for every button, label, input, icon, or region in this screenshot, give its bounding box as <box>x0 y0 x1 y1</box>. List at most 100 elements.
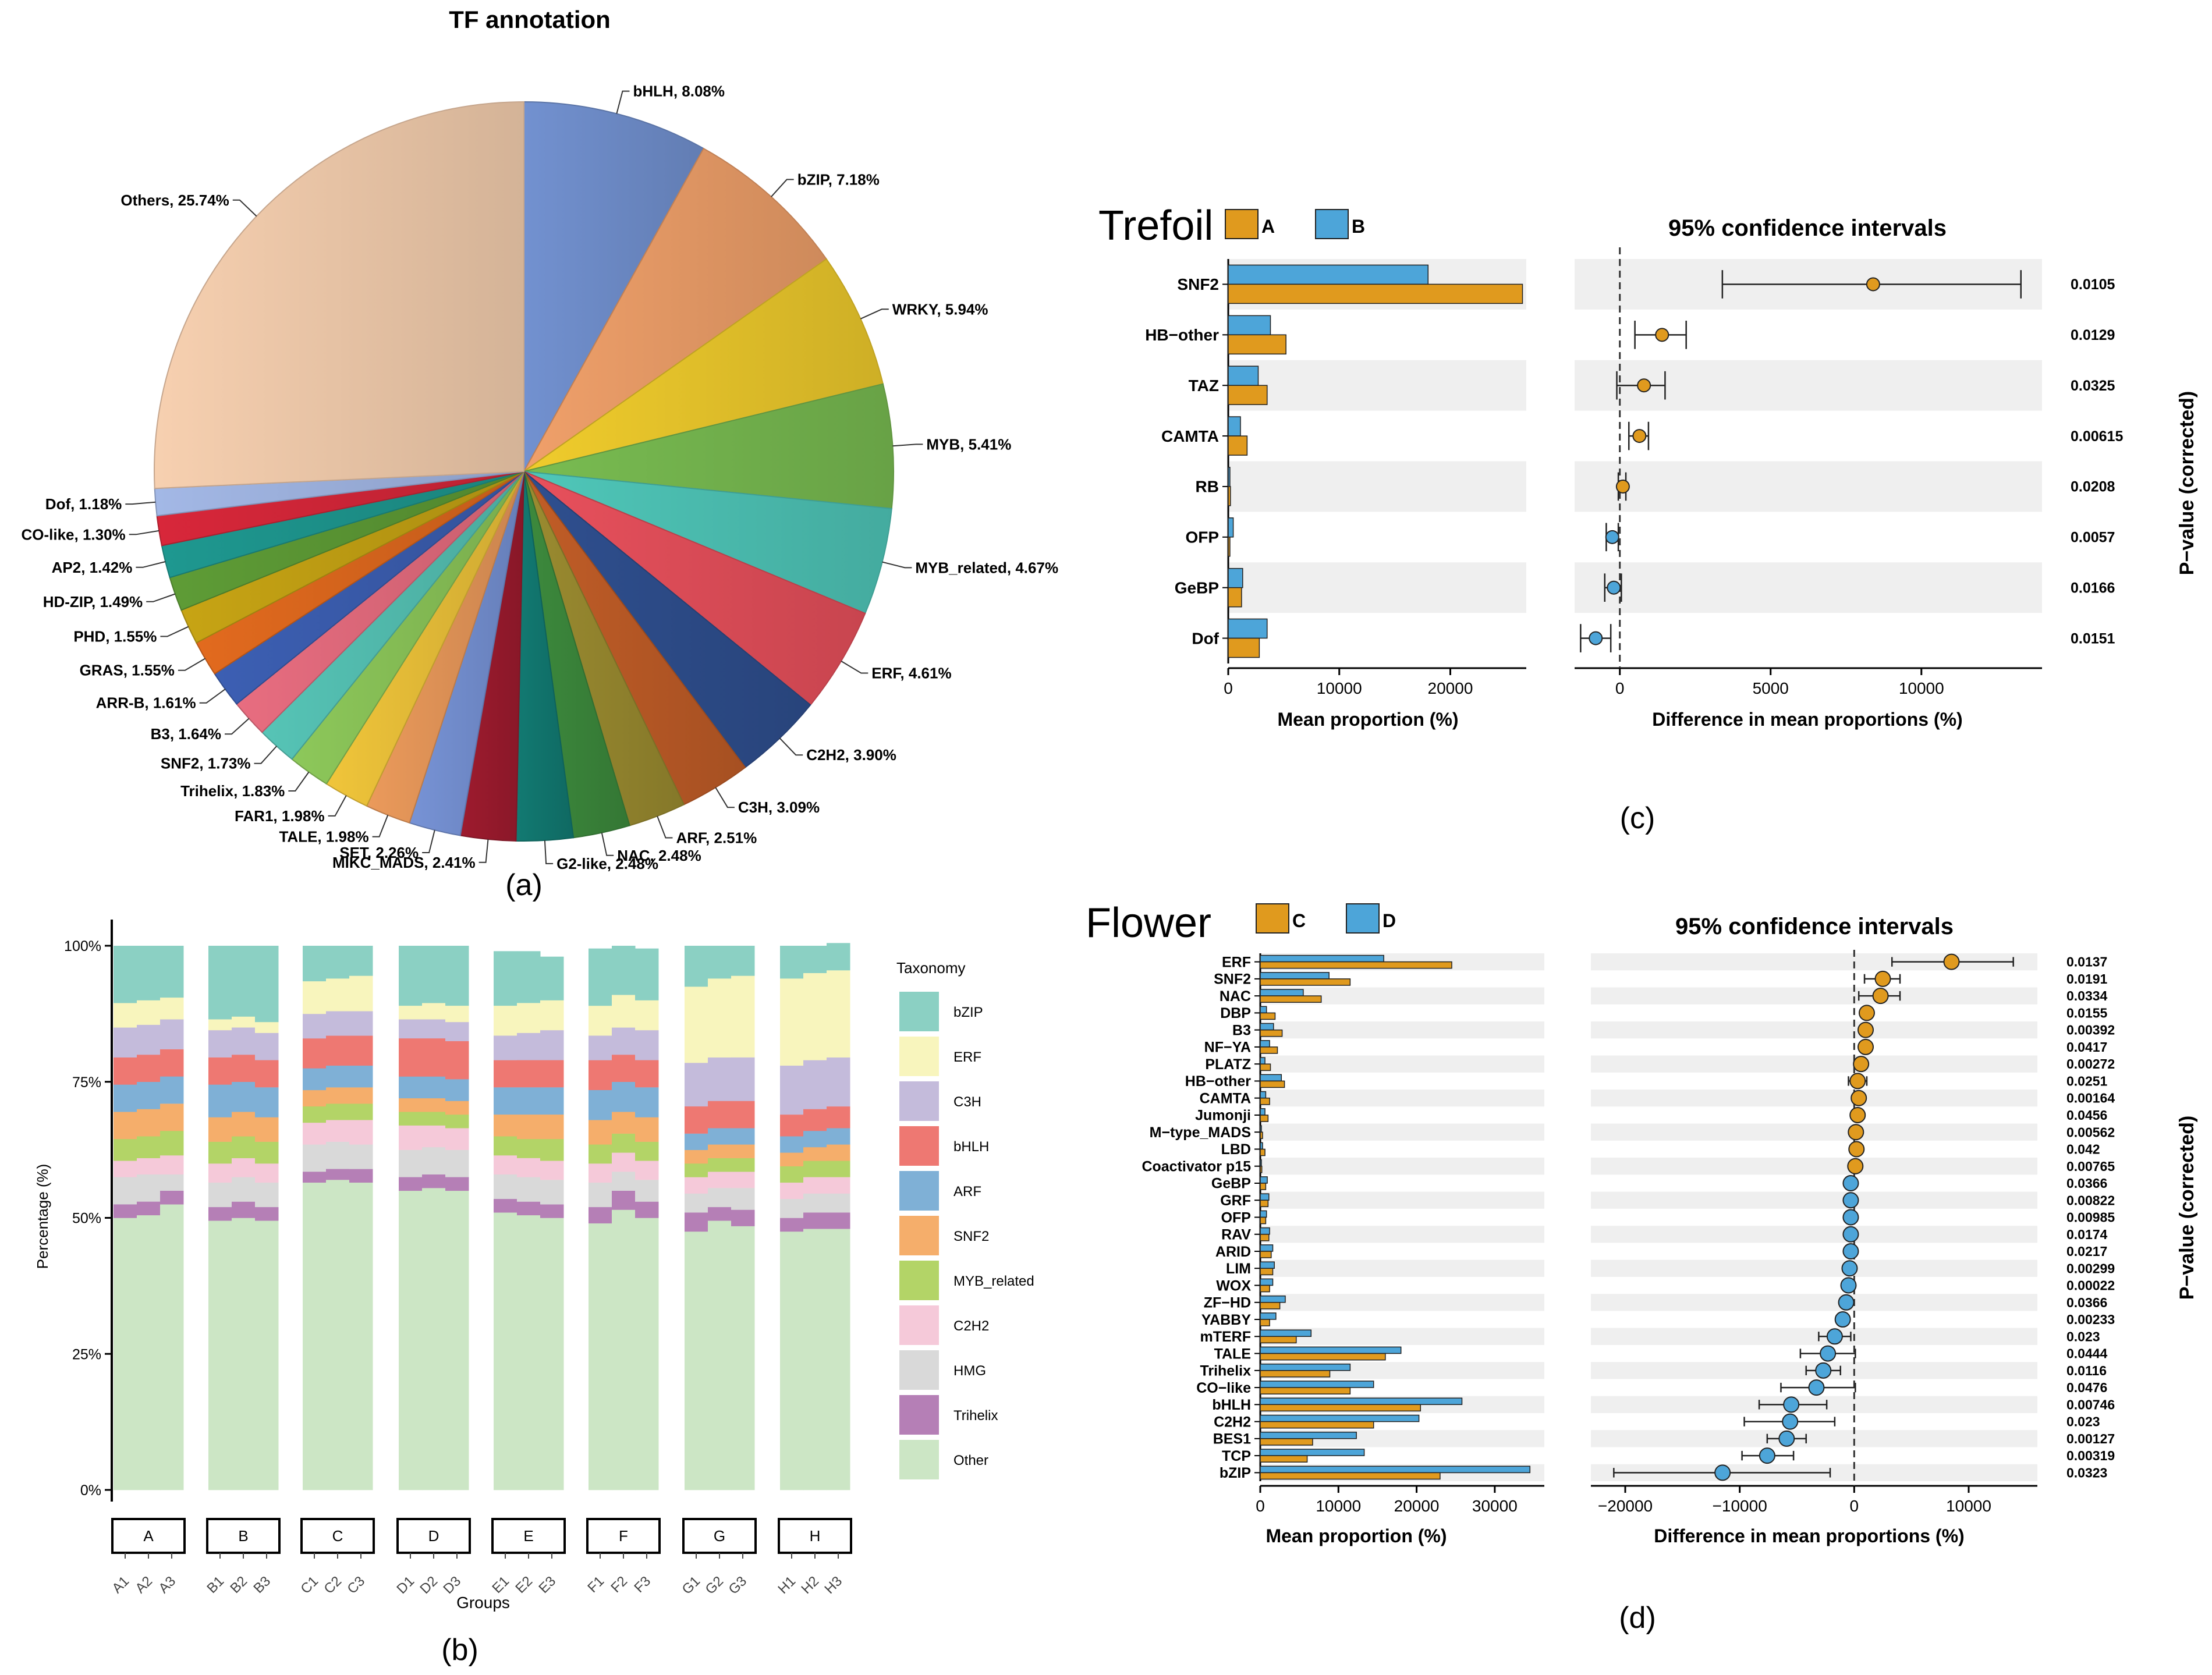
pie-leader-line <box>616 90 630 114</box>
bar-c-erf <box>1260 961 1452 969</box>
bar-c-yabby <box>1260 1319 1270 1326</box>
diff-point-platz <box>1853 1056 1870 1073</box>
feature-label-m-type-mads: M−type_MADS <box>1150 1124 1251 1141</box>
panel-a-label: (a) <box>505 868 543 902</box>
segment-trihelix-e1 <box>494 1198 517 1213</box>
legend-label-c2h2: C2H2 <box>953 1318 989 1334</box>
diff-point-c2h2 <box>1782 1413 1799 1430</box>
segment-other-e2 <box>517 1215 541 1491</box>
bar-d-nac <box>1260 989 1304 996</box>
feature-label-co-like: CO−like <box>1196 1380 1251 1396</box>
pvalue-snf2: 0.0191 <box>2066 971 2108 986</box>
row-stripe-left <box>1260 1226 1544 1243</box>
pie-label-g2-like: G2-like, 2.48% <box>556 855 658 872</box>
segment-hmg-c2 <box>326 1141 350 1169</box>
pie-leader-line <box>882 561 912 569</box>
left-x-tick-label: 0 <box>1256 1497 1265 1515</box>
segment-snf2-a2 <box>137 1109 161 1137</box>
pie-label-dof: Dof, 1.18% <box>45 495 122 513</box>
segment-trihelix-h2 <box>803 1212 827 1229</box>
segment-other-c3 <box>349 1182 373 1491</box>
segment-c3h-e2 <box>517 1032 541 1060</box>
segment-hmg-b1 <box>208 1182 232 1208</box>
diff-point-snf2 <box>1866 277 1880 292</box>
segment-trihelix-b1 <box>208 1206 232 1221</box>
segment-snf2-c1 <box>303 1090 327 1107</box>
bar-d-trihelix <box>1260 1363 1351 1371</box>
segment-myb-related-h3 <box>827 1161 850 1177</box>
segment-c3h-c2 <box>326 1011 350 1036</box>
diff-point-ofp <box>1605 530 1619 544</box>
segment-bzip-c3 <box>349 946 373 976</box>
segment-trihelix-c2 <box>326 1169 350 1180</box>
pvalue-tcp: 0.00319 <box>2066 1448 2115 1463</box>
feature-label-nf-ya: NF−YA <box>1204 1039 1251 1056</box>
segment-arf-c2 <box>326 1065 350 1088</box>
pie-label-others: Others, 25.74% <box>120 191 229 209</box>
right-x-tick-label: 10000 <box>1946 1497 1991 1515</box>
segment-arf-h1 <box>780 1136 804 1153</box>
diff-point-gebp <box>1607 580 1621 595</box>
feature-label-bes1: BES1 <box>1213 1431 1251 1447</box>
right-x-tick-label: 5000 <box>1753 679 1789 697</box>
right-x-tick-label: −10000 <box>1713 1497 1767 1515</box>
segment-erf-g1 <box>685 986 708 1063</box>
segment-hmg-h1 <box>780 1198 804 1218</box>
bar-c-m-type-mads <box>1260 1131 1263 1140</box>
diff-point-nac <box>1872 988 1889 1005</box>
segment-bhlh-c3 <box>349 1035 373 1066</box>
bar-d-grf <box>1260 1193 1270 1201</box>
feature-label-b3: B3 <box>1232 1022 1251 1038</box>
row-stripe-left <box>1228 360 1526 411</box>
pie-leader-line <box>372 815 389 838</box>
legend-label-b: B <box>1352 216 1365 237</box>
segment-erf-d1 <box>399 1005 423 1020</box>
pie-label-set: SET, 2.26% <box>339 844 419 861</box>
diff-point-rav <box>1842 1226 1859 1243</box>
segment-arf-d1 <box>399 1076 423 1099</box>
pie-title: TF annotation <box>449 6 611 33</box>
segment-bzip-a2 <box>137 946 161 1000</box>
left-x-tick-label: 10000 <box>1317 679 1362 697</box>
panel-d-xlabel-right: Difference in mean proportions (%) <box>1654 1525 1964 1546</box>
feature-label-platz: PLATZ <box>1205 1056 1251 1073</box>
sample-label-b1: B1 <box>204 1573 227 1596</box>
pvalue-dof: 0.0151 <box>2071 630 2115 647</box>
sample-label-c3: C3 <box>344 1573 368 1597</box>
segment-hmg-d1 <box>399 1149 423 1177</box>
segment-myb-related-e3 <box>540 1138 564 1161</box>
feature-label-arid: ARID <box>1215 1244 1251 1260</box>
feature-label-ofp: OFP <box>1221 1209 1251 1226</box>
segment-c3h-h2 <box>803 1060 827 1109</box>
legend-swatch-a <box>1225 209 1259 239</box>
segment-c3h-c1 <box>303 1013 327 1039</box>
segment-trihelix-c1 <box>303 1172 327 1183</box>
pvalue-rav: 0.0174 <box>2066 1227 2108 1242</box>
bar-c-co-like <box>1260 1387 1351 1394</box>
legend-label-a: A <box>1261 216 1275 237</box>
panel-c-pvalue-axis-title: P−value (corrected) <box>2176 391 2198 576</box>
bar-c-arid <box>1260 1251 1272 1258</box>
pie-label-trihelix: Trihelix, 1.83% <box>180 782 285 800</box>
segment-other-b1 <box>208 1220 232 1491</box>
bar-d-erf <box>1260 954 1384 963</box>
feature-label-hb-other: HB−other <box>1185 1073 1251 1090</box>
diff-point-nf-ya <box>1857 1038 1874 1055</box>
feature-label-taz: TAZ <box>1189 377 1219 395</box>
y-tick-label: 50% <box>72 1211 101 1227</box>
stacked-bar-segments <box>114 943 850 1491</box>
pvalue-co-like: 0.0476 <box>2066 1380 2107 1395</box>
pie-label-ap2: AP2, 1.42% <box>52 559 133 576</box>
pie-slice-myb <box>523 383 894 509</box>
segment-bhlh-b2 <box>232 1055 256 1082</box>
bar-d-bzip <box>1260 1465 1531 1474</box>
segment-bhlh-h2 <box>803 1109 827 1131</box>
segment-other-h3 <box>827 1229 850 1491</box>
segment-other-c1 <box>303 1182 327 1491</box>
row-stripe-right <box>1591 1226 2037 1243</box>
segment-bzip-h3 <box>827 943 850 971</box>
segment-bhlh-f3 <box>635 1060 659 1088</box>
legend-label-arf: ARF <box>953 1184 981 1200</box>
segment-hmg-e3 <box>540 1180 564 1205</box>
segment-erf-f1 <box>589 1005 612 1036</box>
